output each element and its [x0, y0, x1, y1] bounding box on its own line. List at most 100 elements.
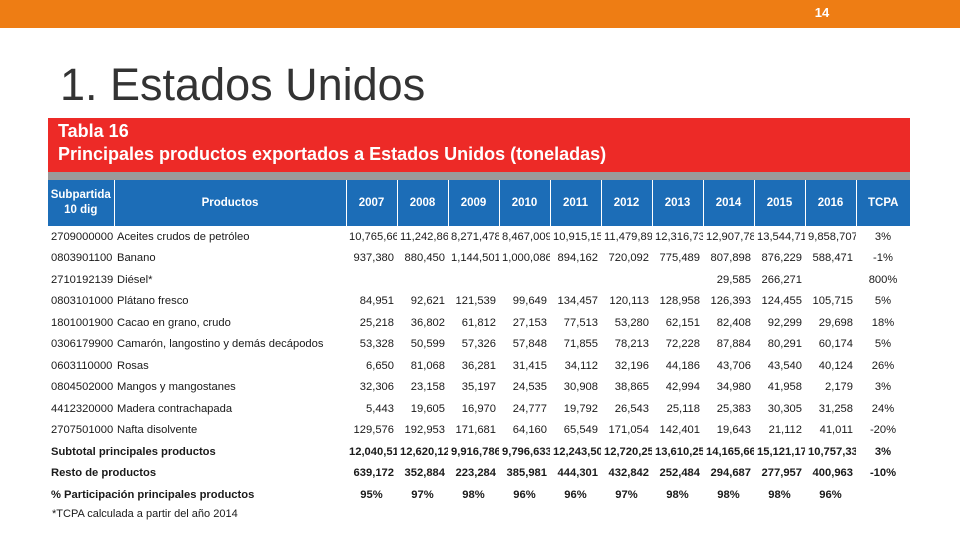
table-row: 0804502000 Mangos y mangostanes 32,306 23,1… — [48, 377, 910, 399]
product-cell: Nafta disolvente — [117, 424, 198, 437]
value-cell: 84,951 — [359, 295, 394, 308]
tcpa-cell: 26% — [871, 359, 895, 372]
top-accent-bar: 14 — [0, 0, 960, 28]
value-cell: 1,144,501 — [451, 252, 499, 265]
subpartida-cell: 0306179900 — [51, 338, 114, 351]
value-cell: 12,316,734 — [655, 230, 703, 243]
value-cell: 72,228 — [665, 338, 700, 351]
summary-value-cell: 252,484 — [659, 467, 700, 480]
value-cell: 876,229 — [761, 252, 802, 265]
value-cell: 24,777 — [512, 402, 547, 415]
value-cell: 34,112 — [564, 359, 598, 372]
summary-value-cell: 13,610,259 — [655, 445, 703, 458]
table-row: 4412320000 Madera contrachapada 5,443 19,60… — [48, 398, 910, 420]
value-cell: 720,092 — [608, 252, 649, 265]
value-cell: 32,196 — [614, 359, 649, 372]
value-cell: 80,291 — [767, 338, 802, 351]
value-cell — [652, 269, 703, 291]
summary-value-cell: 12,620,123 — [400, 445, 448, 458]
summary-value-cell: 432,842 — [608, 467, 649, 480]
value-cell: 57,326 — [461, 338, 496, 351]
value-cell: 10,765,667 — [349, 230, 397, 243]
header-year: 2011 — [550, 180, 602, 226]
value-cell: 31,415 — [512, 359, 547, 372]
value-cell: 44,186 — [665, 359, 700, 372]
value-cell: 129,576 — [353, 424, 394, 437]
value-cell: 82,408 — [716, 316, 751, 329]
value-cell: 8,271,478 — [451, 230, 499, 243]
value-cell: 142,401 — [659, 424, 700, 437]
table-row: 0803101000 Plátano fresco 84,951 92,621 121,… — [48, 291, 910, 313]
summary-value-cell: 96% — [513, 488, 536, 501]
tcpa-cell: 24% — [871, 402, 895, 415]
summary-value-cell: 444,301 — [557, 467, 598, 480]
subpartida-cell: 2709000000 — [51, 230, 114, 243]
summary-value-cell: 400,963 — [812, 467, 853, 480]
product-cell: Aceites crudos de petróleo — [117, 230, 250, 243]
product-cell: Rosas — [117, 359, 149, 372]
value-cell: 35,197 — [461, 381, 496, 394]
value-cell: 775,489 — [659, 252, 700, 265]
value-cell: 87,884 — [716, 338, 751, 351]
value-cell: 588,471 — [812, 252, 853, 265]
value-cell: 11,479,899 — [604, 230, 652, 243]
summary-tcpa-cell: 3% — [874, 445, 892, 458]
summary-row: % Participación principales productos 95%… — [48, 484, 910, 506]
value-cell: 30,305 — [767, 402, 802, 415]
header-tcpa: TCPA — [856, 180, 910, 226]
value-cell: 40,124 — [818, 359, 853, 372]
summary-value-cell: 223,284 — [455, 467, 496, 480]
value-cell — [346, 269, 397, 291]
value-cell: 25,118 — [666, 402, 700, 415]
value-cell: 19,605 — [410, 402, 445, 415]
table-label: Tabla 16 — [58, 121, 129, 141]
summary-row: Resto de productos 639,172 352,884 223,284 3… — [48, 463, 910, 485]
table-caption-band: Tabla 16 Principales productos exportado… — [48, 118, 910, 172]
value-cell: 171,054 — [608, 424, 649, 437]
summary-label: Resto de productos — [51, 467, 157, 480]
summary-value-cell: 98% — [717, 488, 740, 501]
value-cell: 19,792 — [563, 402, 598, 415]
value-cell: 25,383 — [716, 402, 751, 415]
value-cell: 19,643 — [716, 424, 751, 437]
product-cell: Diésel* — [117, 273, 153, 286]
value-cell: 12,907,785 — [706, 230, 754, 243]
summary-value-cell: 352,884 — [404, 467, 445, 480]
value-cell: 27,153 — [512, 316, 547, 329]
value-cell: 53,280 — [614, 316, 649, 329]
tcpa-cell: 800% — [868, 273, 898, 286]
subpartida-cell: 4412320000 — [51, 402, 114, 415]
value-cell: 71,855 — [563, 338, 598, 351]
value-cell: 23,158 — [410, 381, 445, 394]
value-cell: 38,865 — [614, 381, 649, 394]
table-row: 0306179900 Camarón, langostino y demás de… — [48, 334, 910, 356]
value-cell: 9,858,707 — [808, 230, 856, 243]
value-cell: 5,443 — [366, 402, 394, 415]
value-cell: 81,068 — [410, 359, 445, 372]
header-year: 2009 — [448, 180, 500, 226]
value-cell: 880,450 — [404, 252, 445, 265]
summary-tcpa-cell: -10% — [869, 467, 897, 480]
table-footnote: *TCPA calculada a partir del año 2014 — [52, 508, 238, 520]
summary-value-cell: 98% — [666, 488, 689, 501]
table-separator — [48, 172, 910, 180]
summary-value-cell: 98% — [768, 488, 791, 501]
value-cell — [805, 269, 856, 291]
value-cell: 24,535 — [512, 381, 547, 394]
tcpa-cell: 5% — [874, 338, 892, 351]
summary-value-cell: 95% — [360, 488, 383, 501]
value-cell: 50,599 — [410, 338, 445, 351]
value-cell: 171,681 — [455, 424, 496, 437]
value-cell: 6,650 — [366, 359, 394, 372]
value-cell: 92,621 — [410, 295, 445, 308]
summary-value-cell: 14,165,664 — [706, 445, 754, 458]
header-year: 2013 — [652, 180, 704, 226]
value-cell: 92,299 — [767, 316, 802, 329]
summary-value-cell: 12,040,518 — [349, 445, 397, 458]
tcpa-cell: 3% — [874, 381, 892, 394]
value-cell: 120,113 — [609, 295, 649, 308]
subpartida-cell: 0803901100 — [51, 252, 113, 265]
subpartida-cell: 1801001900 — [51, 316, 114, 329]
table-image: Tabla 16 Principales productos exportado… — [48, 118, 910, 528]
value-cell: 34,980 — [716, 381, 751, 394]
